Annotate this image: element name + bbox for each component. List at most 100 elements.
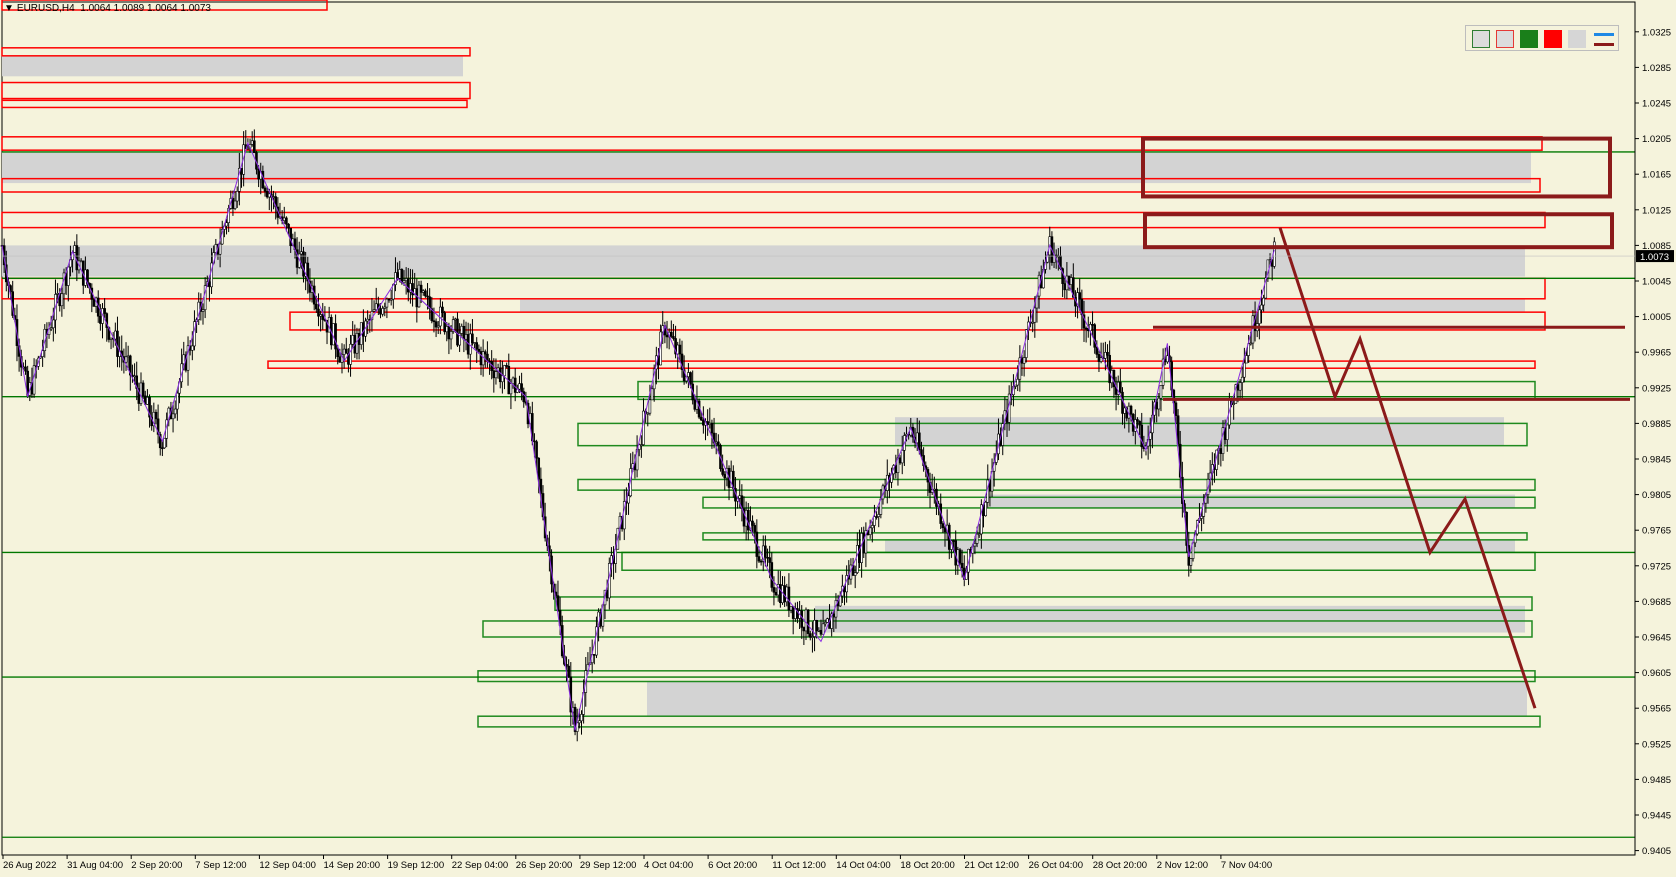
candle-body	[578, 720, 581, 724]
candle-body	[627, 495, 630, 504]
time-tick-label: 21 Oct 12:00	[965, 860, 1019, 871]
candle-body	[398, 269, 402, 279]
candle-body	[462, 325, 466, 340]
candle-body	[173, 408, 177, 415]
candle-body	[975, 533, 979, 544]
candle-body	[404, 278, 408, 281]
candle-body	[980, 504, 983, 535]
candle-body	[714, 441, 718, 444]
candle-body	[135, 375, 139, 389]
candle-body	[265, 191, 269, 198]
candle-body	[379, 308, 382, 315]
candle-body	[864, 530, 868, 554]
candle-body	[871, 525, 874, 529]
candle-body	[225, 222, 228, 227]
price-tick-label: 0.9725	[1642, 561, 1671, 572]
candle-body	[445, 326, 449, 333]
line-color-swatch[interactable]	[1594, 30, 1614, 48]
candle-body	[511, 377, 515, 384]
candle-body	[757, 556, 761, 562]
price-tick-label: 1.0325	[1642, 27, 1671, 38]
candle-body	[75, 245, 79, 271]
green-fill-swatch[interactable]	[1520, 30, 1538, 48]
candle-body	[235, 191, 239, 202]
red-zone-swatch[interactable]	[1496, 30, 1514, 48]
candle-body	[787, 586, 791, 611]
candle-body	[1063, 283, 1067, 291]
candle-body	[977, 533, 981, 536]
candle-body	[800, 610, 804, 628]
candle-body	[387, 298, 391, 301]
candle-body	[447, 326, 451, 340]
candle-body	[665, 334, 669, 338]
time-tick-label: 12 Sep 04:00	[259, 860, 316, 871]
color-palette-toolbar	[1465, 25, 1619, 51]
candle-body	[1121, 391, 1124, 414]
candle-body	[1097, 354, 1101, 362]
candle-body	[920, 449, 923, 456]
candle-body	[779, 584, 782, 604]
candle-body	[349, 343, 352, 365]
candle-body	[253, 140, 256, 154]
projection-path	[1278, 227, 1537, 709]
candle-body	[315, 303, 318, 310]
candle-body	[52, 319, 55, 329]
candle-body	[381, 308, 384, 315]
grey-fill-swatch[interactable]	[1568, 30, 1586, 48]
candle-body	[344, 348, 348, 354]
candle-body	[699, 416, 703, 421]
candle-body	[109, 337, 113, 340]
candle-body	[498, 367, 502, 383]
candle-body	[783, 585, 786, 603]
candle-body	[419, 284, 423, 293]
candle-body	[522, 391, 526, 403]
support-zone	[577, 478, 1536, 491]
candle-body	[819, 629, 823, 635]
candle-body	[941, 523, 945, 529]
candle-body	[158, 434, 162, 449]
candle-body	[738, 495, 742, 499]
grey-zone	[2, 245, 1525, 277]
grey-zone	[2, 55, 463, 77]
resistance-zone	[1, 81, 471, 100]
candle-body	[415, 288, 419, 308]
candle-body	[263, 187, 267, 192]
candle-body	[479, 351, 483, 366]
candle-body	[710, 422, 714, 434]
symbol-header: ▼ EURUSD,H4 1.0064 1.0089 1.0064 1.0073	[4, 3, 211, 14]
candle-body	[808, 633, 812, 638]
grey-zone	[647, 681, 1527, 717]
price-tick-label: 0.9805	[1642, 490, 1671, 501]
candle-body	[451, 319, 455, 332]
candle-body	[342, 348, 346, 355]
candle-body	[580, 714, 583, 722]
candle-body	[832, 613, 836, 618]
candle-body	[650, 388, 654, 401]
candle-body	[1082, 314, 1086, 329]
candle-body	[860, 533, 863, 564]
collapse-arrow-icon[interactable]: ▼	[4, 3, 14, 14]
candle-body	[1225, 424, 1229, 440]
price-tick-label: 0.9765	[1642, 526, 1671, 537]
candle-body	[400, 269, 404, 284]
candle-body	[66, 266, 70, 286]
price-tick-label: 0.9525	[1642, 739, 1671, 750]
candle-body	[186, 345, 190, 371]
candle-body	[1260, 304, 1263, 311]
red-fill-swatch[interactable]	[1544, 30, 1562, 48]
time-tick-label: 18 Oct 20:00	[900, 860, 954, 871]
time-tick-label: 29 Sep 12:00	[580, 860, 637, 871]
candle-body	[1093, 324, 1096, 348]
candle-body	[1157, 397, 1161, 410]
candle-body	[862, 533, 866, 554]
candle-body	[796, 608, 799, 619]
green-zone-swatch[interactable]	[1472, 30, 1490, 48]
candle-body	[203, 285, 207, 310]
candle-body	[817, 629, 821, 632]
candle-body	[815, 620, 819, 632]
candle-body	[558, 610, 562, 626]
price-tick-label: 1.0125	[1642, 205, 1671, 216]
candle-body	[73, 245, 77, 253]
candle-body	[533, 440, 536, 443]
